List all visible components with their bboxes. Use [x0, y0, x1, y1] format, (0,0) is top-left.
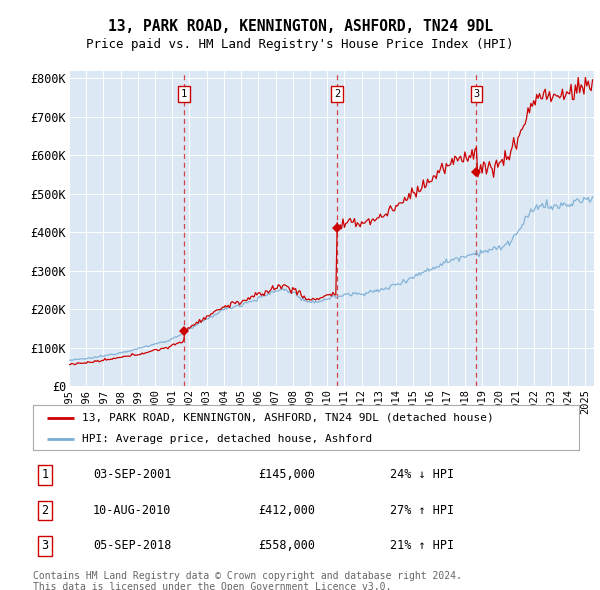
Text: 3: 3 — [41, 539, 49, 552]
Text: £558,000: £558,000 — [258, 539, 315, 552]
Text: 3: 3 — [473, 89, 479, 99]
Text: 1: 1 — [181, 89, 187, 99]
Text: Contains HM Land Registry data © Crown copyright and database right 2024.
This d: Contains HM Land Registry data © Crown c… — [33, 571, 462, 590]
Text: £145,000: £145,000 — [258, 468, 315, 481]
Text: 24% ↓ HPI: 24% ↓ HPI — [390, 468, 454, 481]
Text: 03-SEP-2001: 03-SEP-2001 — [93, 468, 172, 481]
Text: £412,000: £412,000 — [258, 504, 315, 517]
Text: 10-AUG-2010: 10-AUG-2010 — [93, 504, 172, 517]
Text: 21% ↑ HPI: 21% ↑ HPI — [390, 539, 454, 552]
Text: 13, PARK ROAD, KENNINGTON, ASHFORD, TN24 9DL (detached house): 13, PARK ROAD, KENNINGTON, ASHFORD, TN24… — [82, 413, 494, 422]
Text: 2: 2 — [334, 89, 340, 99]
Text: 1: 1 — [41, 468, 49, 481]
Text: 05-SEP-2018: 05-SEP-2018 — [93, 539, 172, 552]
Text: 27% ↑ HPI: 27% ↑ HPI — [390, 504, 454, 517]
Text: 13, PARK ROAD, KENNINGTON, ASHFORD, TN24 9DL: 13, PARK ROAD, KENNINGTON, ASHFORD, TN24… — [107, 19, 493, 34]
Text: Price paid vs. HM Land Registry's House Price Index (HPI): Price paid vs. HM Land Registry's House … — [86, 38, 514, 51]
Text: HPI: Average price, detached house, Ashford: HPI: Average price, detached house, Ashf… — [82, 434, 373, 444]
Text: 2: 2 — [41, 504, 49, 517]
